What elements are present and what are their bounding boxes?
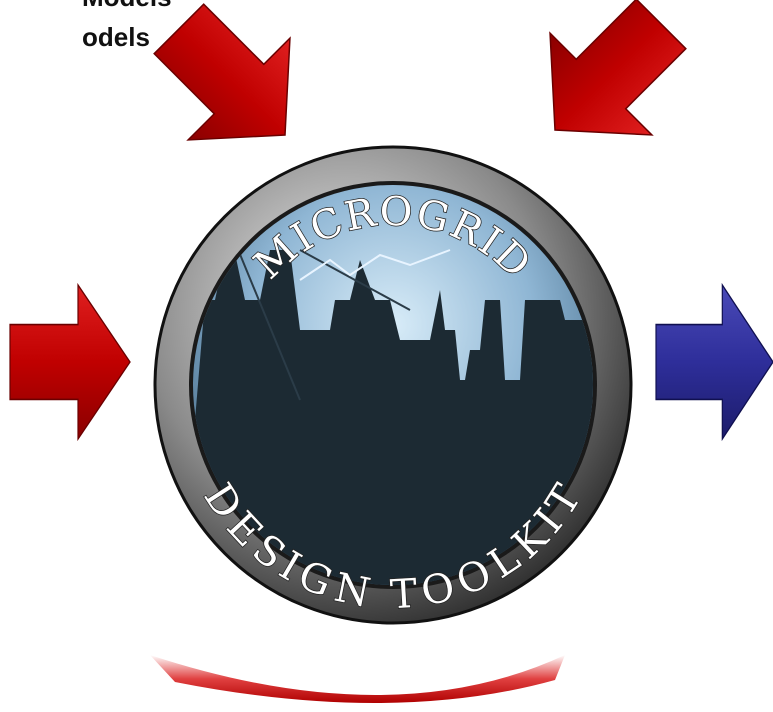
output-arrow xyxy=(655,284,773,440)
input-arrow xyxy=(9,284,131,440)
feedback-arc xyxy=(150,655,565,704)
header-line: odels xyxy=(82,22,150,52)
header-line: Models xyxy=(82,0,172,12)
input-arrow xyxy=(127,0,337,187)
logo: MICROGRID DESIGN TOOLKIT xyxy=(153,145,633,625)
city-skyline xyxy=(193,229,593,585)
lightning xyxy=(299,249,451,281)
input-arrow xyxy=(503,0,713,182)
